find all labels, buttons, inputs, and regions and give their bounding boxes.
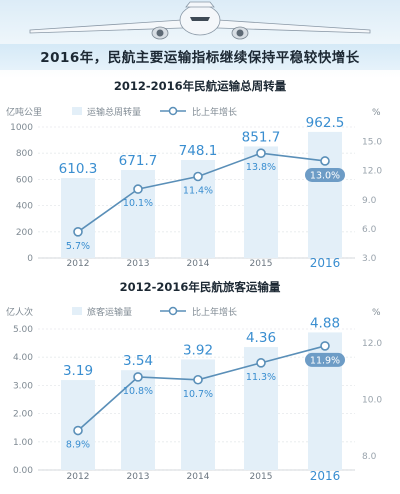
growth-label: 11.4% — [183, 185, 213, 196]
left-tick-label: 600 — [16, 175, 33, 185]
left-tick-label: 5.00 — [13, 325, 33, 335]
growth-point — [193, 374, 203, 385]
legend-bar-label: 运输总周转量 — [87, 106, 141, 118]
left-tick-label: 800 — [16, 149, 33, 159]
growth-label: 10.8% — [123, 386, 153, 397]
chart-title: 2012-2016年民航旅客运输量 — [120, 280, 281, 294]
growth-point — [320, 156, 330, 166]
right-axis-unit: % — [372, 308, 381, 318]
legend-line-label: 比上年增长 — [192, 306, 237, 318]
growth-label: 8.9% — [66, 440, 90, 451]
left-tick-label: 3.00 — [13, 381, 33, 391]
bar-value-label: 3.92 — [183, 342, 213, 358]
legend-bar-label: 旅客运输量 — [87, 306, 132, 318]
airplane-icon — [29, 1, 371, 40]
bar — [121, 170, 155, 258]
right-tick-label: 12.0 — [362, 339, 382, 349]
bar-value-label: 610.3 — [59, 161, 98, 177]
growth-point — [256, 358, 266, 368]
bar-value-label: 671.7 — [119, 153, 158, 169]
right-tick-label: 3.0 — [362, 254, 377, 264]
x-tick-label: 2012 — [67, 472, 90, 482]
bar — [61, 380, 95, 470]
bar — [61, 178, 95, 258]
growth-point — [73, 425, 83, 436]
x-tick-label: 2015 — [250, 259, 273, 269]
bar — [308, 131, 342, 258]
bar-value-label: 851.7 — [242, 129, 281, 145]
bar-value-label: 3.19 — [63, 363, 93, 379]
x-tick-label: 2014 — [187, 259, 210, 269]
bar-value-label: 3.54 — [123, 353, 153, 369]
growth-point — [133, 184, 143, 194]
right-tick-label: 15.0 — [362, 138, 382, 148]
left-tick-label: 4.00 — [13, 353, 33, 363]
legend-bar-swatch — [72, 107, 82, 115]
left-tick-label: 0.00 — [13, 466, 33, 476]
right-tick-label: 9.0 — [362, 196, 377, 206]
bar-value-label: 962.5 — [306, 115, 345, 131]
growth-point — [193, 171, 203, 182]
x-tick-label: 2015 — [250, 472, 273, 482]
right-tick-label: 10.0 — [362, 396, 382, 406]
legend-line-marker — [168, 306, 178, 316]
growth-point — [133, 372, 143, 382]
growth-badge — [305, 167, 345, 182]
growth-point — [320, 341, 330, 351]
bar-value-label: 4.88 — [310, 315, 340, 331]
growth-label: 10.7% — [183, 389, 213, 400]
growth-label: 11.9% — [310, 355, 340, 366]
growth-label: 5.7% — [66, 241, 90, 252]
right-tick-label: 8.0 — [362, 452, 377, 462]
x-tick-label: 2013 — [127, 259, 150, 269]
right-tick-label: 12.0 — [362, 167, 382, 177]
legend-line-label: 比上年增长 — [192, 106, 237, 118]
growth-label: 13.8% — [246, 162, 276, 173]
right-axis-unit: % — [372, 108, 381, 118]
growth-label: 13.0% — [310, 170, 340, 181]
bar-value-label: 4.36 — [246, 330, 276, 346]
growth-point — [256, 148, 266, 158]
bar-value-label: 748.1 — [179, 143, 218, 159]
growth-label: 10.1% — [123, 198, 153, 209]
legend-line-marker — [168, 106, 178, 116]
left-tick-label: 1000 — [10, 123, 33, 133]
left-tick-label: 1.00 — [13, 438, 33, 448]
x-tick-label: 2016 — [310, 469, 341, 483]
chart-title: 2012-2016年民航运输总周转量 — [114, 79, 287, 93]
bar — [244, 146, 278, 258]
left-axis-unit: 亿人次 — [6, 306, 33, 318]
left-tick-label: 200 — [16, 228, 33, 238]
x-tick-label: 2013 — [127, 472, 150, 482]
x-tick-label: 2014 — [187, 472, 210, 482]
right-tick-label: 6.0 — [362, 225, 377, 235]
main-title: 2016年，民航主要运输指标继续保持平稳较快增长 — [40, 50, 360, 66]
title-banner — [0, 44, 400, 70]
legend-bar-swatch — [72, 307, 82, 315]
growth-point — [73, 227, 83, 237]
growth-label: 11.3% — [246, 372, 276, 383]
left-tick-label: 2.00 — [13, 410, 33, 420]
x-tick-label: 2012 — [67, 259, 90, 269]
left-tick-label: 400 — [16, 202, 33, 212]
x-tick-label: 2016 — [310, 256, 341, 270]
left-axis-unit: 亿吨公里 — [6, 106, 42, 118]
left-tick-label: 0 — [27, 254, 33, 264]
growth-badge — [305, 352, 345, 367]
